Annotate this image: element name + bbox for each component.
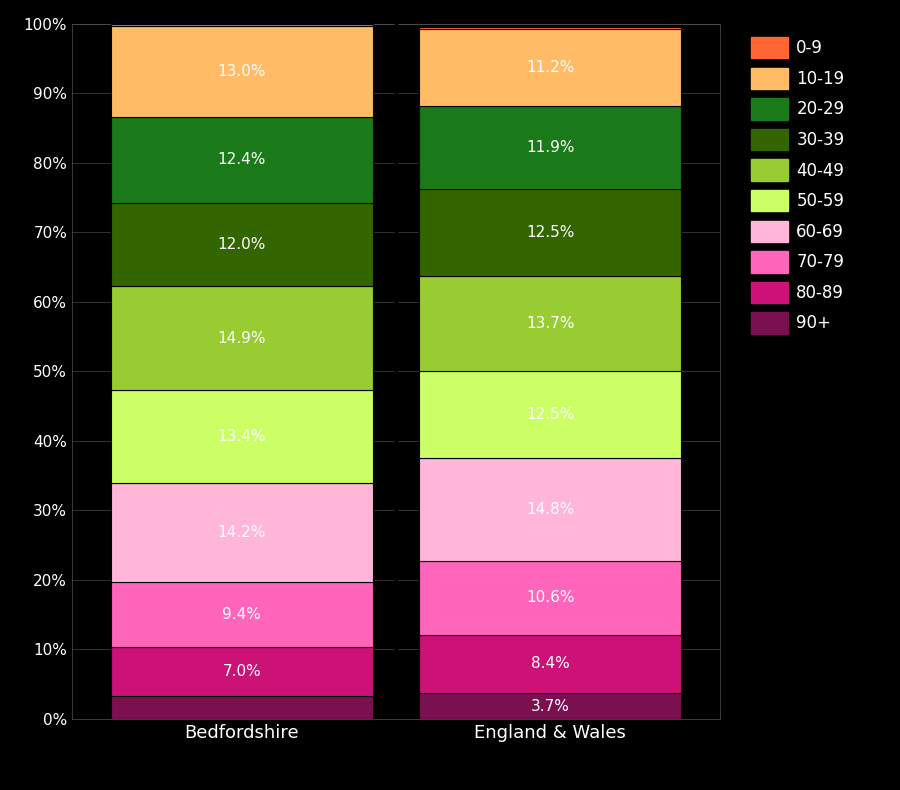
Bar [111,582,373,647]
Bar [111,24,373,27]
Text: 12.5%: 12.5% [526,225,574,240]
Bar [419,107,681,189]
Text: 12.5%: 12.5% [526,408,574,422]
Text: 13.4%: 13.4% [218,429,266,444]
Text: 9.4%: 9.4% [222,608,261,622]
Bar [419,458,681,561]
Text: 11.9%: 11.9% [526,141,574,156]
Text: 14.2%: 14.2% [218,525,266,540]
Bar [419,635,681,693]
Bar [111,483,373,582]
Bar [111,696,373,719]
Legend: 0-9, 10-19, 20-29, 30-39, 40-49, 50-59, 60-69, 70-79, 80-89, 90+: 0-9, 10-19, 20-29, 30-39, 40-49, 50-59, … [746,32,850,339]
Bar [419,276,681,371]
Text: 10.6%: 10.6% [526,590,574,605]
Text: 11.2%: 11.2% [526,60,574,75]
Bar [419,561,681,635]
Text: 14.9%: 14.9% [218,331,266,346]
Text: 12.0%: 12.0% [218,237,266,252]
Bar [419,189,681,276]
Bar [419,28,681,107]
Text: 14.8%: 14.8% [526,502,574,517]
Bar [419,693,681,719]
Bar [111,647,373,696]
Text: 8.4%: 8.4% [531,656,570,672]
Text: 13.0%: 13.0% [218,64,266,79]
Bar [111,117,373,203]
Bar [419,371,681,458]
Bar [111,27,373,117]
Text: 3.7%: 3.7% [531,698,570,713]
Bar [111,390,373,483]
Text: 12.4%: 12.4% [218,152,266,167]
Bar [111,287,373,390]
Bar [419,27,681,28]
Text: 7.0%: 7.0% [222,664,261,679]
Text: 13.7%: 13.7% [526,316,574,331]
Bar [111,203,373,287]
